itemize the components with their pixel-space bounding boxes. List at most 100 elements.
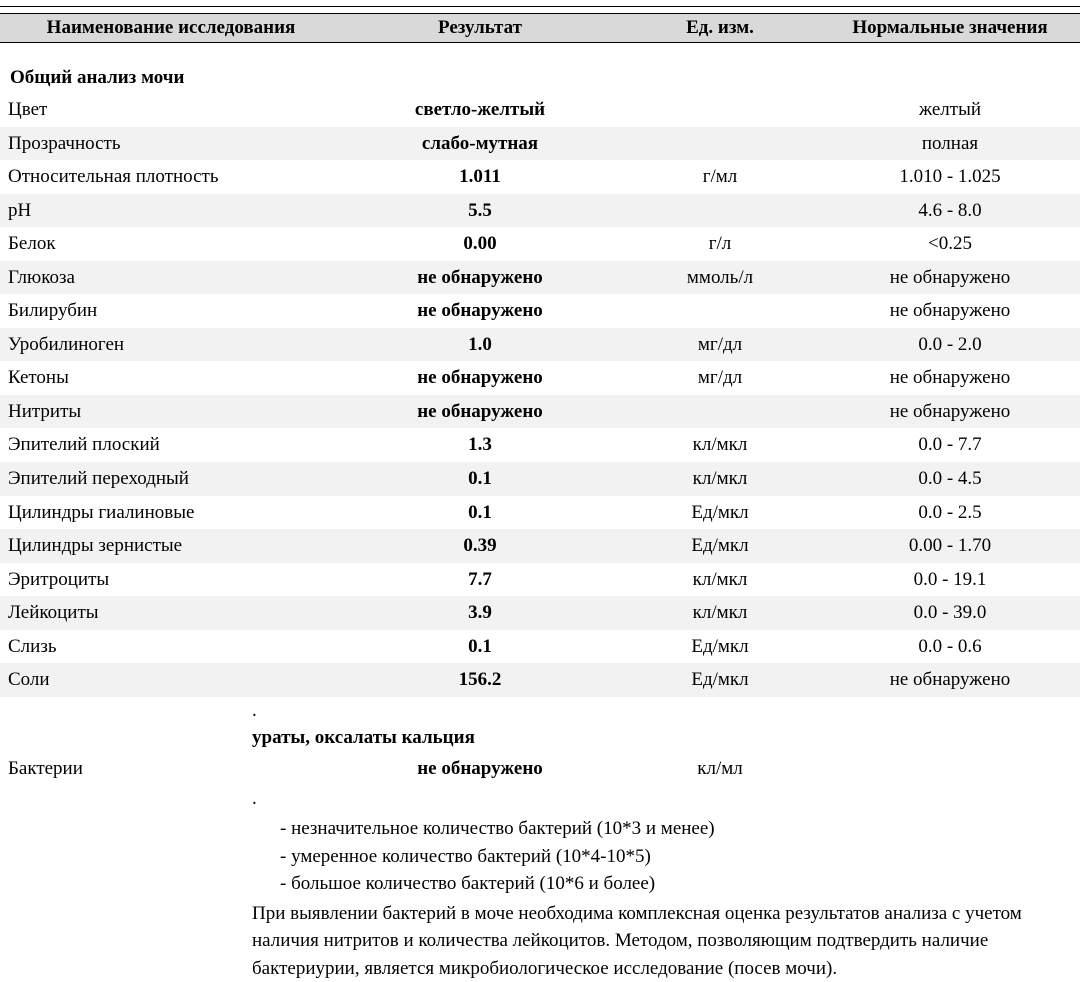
cell-norm: не обнаружено [820, 395, 1080, 429]
table-header: Наименование исследования Результат Ед. … [0, 13, 1080, 43]
table-row: Нитритыне обнаруженоне обнаружено [0, 395, 1080, 429]
cell-norm: 0.0 - 2.5 [820, 496, 1080, 530]
cell-unit: кл/мкл [620, 462, 820, 496]
cell-name: Бактерии [0, 752, 340, 786]
cell-result: 0.00 [340, 227, 620, 261]
cell-unit: кл/мкл [620, 428, 820, 462]
header-name: Наименование исследования [0, 14, 340, 42]
table-row: Билирубинне обнаруженоне обнаружено [0, 294, 1080, 328]
table-row: Слизь0.1Ед/мкл0.0 - 0.6 [0, 630, 1080, 664]
cell-result: 0.1 [340, 462, 620, 496]
cell-unit: Ед/мкл [620, 630, 820, 664]
table-row: Эпителий плоский1.3кл/мкл0.0 - 7.7 [0, 428, 1080, 462]
cell-norm: не обнаружено [820, 261, 1080, 295]
bacteria-row: Бактерии не обнаружено кл/мл [0, 752, 1080, 786]
cell-name: Белок [0, 227, 340, 261]
cell-result: 1.3 [340, 428, 620, 462]
cell-result: не обнаружено [340, 752, 620, 786]
cell-unit [620, 93, 820, 127]
salts-note-text: ураты, оксалаты кальция [252, 724, 1060, 752]
table-row: Прозрачностьслабо-мутнаяполная [0, 127, 1080, 161]
cell-name: Относительная плотность [0, 160, 340, 194]
cell-name: Кетоны [0, 361, 340, 395]
bacteria-paragraph: При выявлении бактерий в моче необходима… [252, 900, 1060, 982]
table-row: Эритроциты7.7кл/мкл0.0 - 19.1 [0, 563, 1080, 597]
cell-unit [620, 294, 820, 328]
table-row: Эпителий переходный0.1кл/мкл0.0 - 4.5 [0, 462, 1080, 496]
cell-unit: Ед/мкл [620, 663, 820, 697]
bacteria-note: . незначительное количество бактерий (10… [0, 785, 1080, 982]
cell-unit [620, 395, 820, 429]
cell-unit [620, 127, 820, 161]
table-row: pH5.5 4.6 - 8.0 [0, 194, 1080, 228]
cell-result: слабо-мутная [340, 127, 620, 161]
cell-name: Уробилиноген [0, 328, 340, 362]
cell-name: pH [0, 194, 340, 228]
cell-result: 1.0 [340, 328, 620, 362]
cell-unit: г/мл [620, 160, 820, 194]
cell-norm: 0.0 - 39.0 [820, 596, 1080, 630]
table-row: Цилиндры зернистые0.39Ед/мкл0.00 - 1.70 [0, 529, 1080, 563]
salts-note: . ураты, оксалаты кальция [0, 697, 1080, 752]
top-rule [0, 6, 1080, 7]
table-row: Уробилиноген1.0мг/дл0.0 - 2.0 [0, 328, 1080, 362]
cell-norm: 0.0 - 19.1 [820, 563, 1080, 597]
cell-norm: 0.0 - 0.6 [820, 630, 1080, 664]
section-title: Общий анализ мочи [0, 43, 1080, 93]
cell-norm: 0.0 - 2.0 [820, 328, 1080, 362]
cell-result: 1.011 [340, 160, 620, 194]
cell-result: 156.2 [340, 663, 620, 697]
cell-result: светло-желтый [340, 93, 620, 127]
cell-unit: ммоль/л [620, 261, 820, 295]
cell-name: Лейкоциты [0, 596, 340, 630]
rows-container: Цветсветло-желтыйжелтыйПрозрачностьслабо… [0, 93, 1080, 697]
cell-name: Цвет [0, 93, 340, 127]
cell-name: Билирубин [0, 294, 340, 328]
cell-result: не обнаружено [340, 395, 620, 429]
header-unit: Ед. изм. [620, 14, 820, 42]
cell-result: 5.5 [340, 194, 620, 228]
cell-norm: желтый [820, 93, 1080, 127]
header-result: Результат [340, 14, 620, 42]
cell-unit: мг/дл [620, 361, 820, 395]
cell-name: Прозрачность [0, 127, 340, 161]
cell-name: Цилиндры зернистые [0, 529, 340, 563]
cell-norm: 0.0 - 4.5 [820, 462, 1080, 496]
cell-name: Соли [0, 663, 340, 697]
cell-norm: не обнаружено [820, 361, 1080, 395]
cell-name: Нитриты [0, 395, 340, 429]
cell-result: не обнаружено [340, 261, 620, 295]
cell-result: 0.39 [340, 529, 620, 563]
cell-name: Глюкоза [0, 261, 340, 295]
cell-unit [620, 194, 820, 228]
cell-norm: 4.6 - 8.0 [820, 194, 1080, 228]
cell-result: 7.7 [340, 563, 620, 597]
bacteria-bullets: незначительное количество бактерий (10*3… [252, 815, 1060, 898]
cell-name: Слизь [0, 630, 340, 664]
table-row: Лейкоциты3.9кл/мкл0.0 - 39.0 [0, 596, 1080, 630]
cell-result: не обнаружено [340, 361, 620, 395]
cell-norm: 1.010 - 1.025 [820, 160, 1080, 194]
table-row: Белок0.00г/л<0.25 [0, 227, 1080, 261]
cell-unit: кл/мкл [620, 563, 820, 597]
cell-result: 0.1 [340, 496, 620, 530]
table-row: Глюкозане обнаруженоммоль/лне обнаружено [0, 261, 1080, 295]
header-norm: Нормальные значения [820, 14, 1080, 42]
bullet-item: умеренное количество бактерий (10*4-10*5… [290, 843, 1060, 871]
cell-name: Эритроциты [0, 563, 340, 597]
table-row: Относительная плотность1.011г/мл1.010 - … [0, 160, 1080, 194]
cell-unit: Ед/мкл [620, 529, 820, 563]
bullet-item: незначительное количество бактерий (10*3… [290, 815, 1060, 843]
salts-note-dot: . [252, 697, 1060, 725]
cell-result: 0.1 [340, 630, 620, 664]
bullet-item: большое количество бактерий (10*6 и боле… [290, 870, 1060, 898]
cell-norm [820, 752, 1080, 786]
cell-norm: не обнаружено [820, 294, 1080, 328]
cell-name: Эпителий плоский [0, 428, 340, 462]
cell-name: Цилиндры гиалиновые [0, 496, 340, 530]
table-row: Соли156.2Ед/мклне обнаружено [0, 663, 1080, 697]
cell-norm: не обнаружено [820, 663, 1080, 697]
cell-name: Эпителий переходный [0, 462, 340, 496]
cell-result: 3.9 [340, 596, 620, 630]
cell-unit: кл/мкл [620, 596, 820, 630]
